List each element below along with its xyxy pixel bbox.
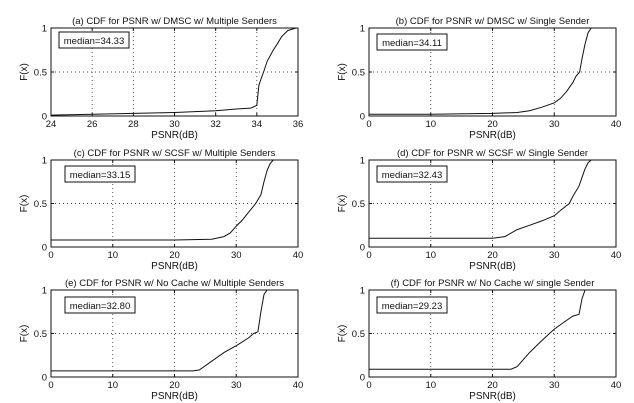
median-box [64, 165, 136, 183]
x-tick-label: 10 [107, 250, 118, 261]
x-tick-label: 30 [549, 380, 560, 391]
x-tick-label: 30 [231, 380, 242, 391]
x-axis-label: PSNR(dB) [151, 261, 198, 272]
x-tick-label: 30 [549, 119, 560, 130]
x-tick-label: 28 [128, 119, 139, 130]
median-box [58, 31, 130, 49]
x-tick-label: 20 [487, 380, 498, 391]
subplot-f: 0 10 20 30 40 0 0.5 1 (f) CDF for PSNR w/ No Cac… [337, 278, 621, 402]
x-tick-label: 26 [87, 119, 98, 130]
y-tick-label: 0.5 [352, 68, 365, 79]
subplot-e: 0 10 20 30 40 0 0.5 1 (e) CDF for PSNR w/ No Cac… [19, 278, 303, 402]
y-tick-label: 0 [360, 112, 365, 123]
x-tick-label: 30 [549, 250, 560, 261]
x-tick-label: 40 [293, 250, 304, 261]
y-axis-label: F(x) [19, 325, 30, 343]
cdf-line [50, 27, 297, 116]
median-box [376, 296, 448, 314]
x-tick-label: 0 [366, 119, 371, 130]
y-tick-label: 1 [42, 286, 47, 297]
x-tick-label: 20 [487, 119, 498, 130]
subplot-c: 0 10 20 30 40 0 0.5 1 (c) CDF for PSNR w/ SCSF w… [19, 148, 303, 272]
subplot-title: (b) CDF for PSNR w/ DMSC w/ Single Sende… [396, 16, 590, 27]
subplot-a: 24 26 28 30 32 34 36 0 0.5 1 (a) CDF for PSNR w/ D… [19, 16, 303, 141]
x-tick-label: 20 [487, 250, 498, 261]
subplot-title: (f) CDF for PSNR w/ No Cache w/ single S… [391, 278, 595, 289]
y-tick-label: 0 [360, 373, 365, 384]
x-axis-label: PSNR(dB) [469, 391, 516, 402]
y-axis-label: F(x) [19, 195, 30, 213]
median-label: median=33.15 [70, 170, 130, 181]
y-axis-label: F(x) [337, 325, 348, 343]
y-tick-label: 1 [360, 156, 365, 167]
x-tick-label: 10 [425, 380, 436, 391]
x-tick-label: 0 [48, 380, 53, 391]
x-tick-label: 0 [366, 380, 371, 391]
x-tick-label: 40 [611, 119, 622, 130]
x-tick-label: 40 [611, 380, 622, 391]
cdf-line [369, 289, 586, 370]
y-tick-label: 0 [42, 243, 47, 254]
cdf-line [369, 159, 592, 239]
x-tick-label: 40 [611, 250, 622, 261]
x-axis-label: PSNR(dB) [151, 391, 198, 402]
median-box [64, 296, 136, 314]
x-axis-label: PSNR(dB) [151, 130, 198, 141]
y-axis-label: F(x) [337, 195, 348, 213]
x-tick-label: 10 [425, 119, 436, 130]
subplot-title: (c) CDF for PSNR w/ SCSF w/ Multiple Sen… [74, 148, 276, 159]
y-tick-label: 0 [42, 373, 47, 384]
x-tick-label: 40 [293, 380, 304, 391]
subplot-title: (a) CDF for PSNR w/ DMSC w/ Multiple Sen… [72, 16, 277, 27]
median-label: median=32.80 [70, 301, 130, 312]
y-tick-label: 1 [42, 156, 47, 167]
median-box [376, 165, 448, 183]
x-tick-label: 20 [169, 250, 180, 261]
x-tick-label: 20 [169, 380, 180, 391]
x-tick-label: 30 [169, 119, 180, 130]
median-label: median=29.23 [382, 301, 442, 312]
y-tick-label: 1 [42, 24, 47, 35]
median-label: median=32.43 [382, 170, 442, 181]
x-tick-label: 36 [293, 119, 304, 130]
y-tick-label: 0 [42, 112, 47, 123]
y-tick-label: 1 [360, 24, 365, 35]
y-tick-label: 0.5 [34, 329, 47, 340]
y-axis-label: F(x) [337, 63, 348, 81]
median-label: median=34.33 [64, 36, 124, 47]
x-axis-label: PSNR(dB) [469, 130, 516, 141]
subplot-b: 0 10 20 30 40 0 0.5 1 (b) CDF for PSNR w/ DMSC w… [337, 16, 621, 141]
x-tick-label: 10 [107, 380, 118, 391]
x-tick-label: 0 [366, 250, 371, 261]
cdf-line [51, 289, 268, 372]
y-tick-label: 0.5 [352, 329, 365, 340]
subplot-d: 0 10 20 30 40 0 0.5 1 (d) CDF for PSNR w/ SCSF w… [337, 148, 621, 272]
subplot-title: (e) CDF for PSNR w/ No Cache w/ Multiple… [65, 278, 284, 289]
x-axis-label: PSNR(dB) [469, 261, 516, 272]
x-tick-label: 24 [46, 119, 57, 130]
y-tick-label: 0.5 [352, 199, 365, 210]
cdf-line [369, 27, 592, 115]
y-axis-label: F(x) [19, 63, 30, 81]
x-tick-label: 30 [231, 250, 242, 261]
x-tick-label: 0 [48, 250, 53, 261]
x-tick-label: 32 [210, 119, 221, 130]
cdf-line [51, 159, 274, 241]
y-tick-label: 0.5 [34, 68, 47, 79]
subplot-title: (d) CDF for PSNR w/ SCSF w/ Single Sende… [397, 148, 588, 159]
y-tick-label: 0.5 [34, 199, 47, 210]
median-label: median=34.11 [382, 38, 442, 49]
y-tick-label: 1 [360, 286, 365, 297]
median-box [376, 33, 448, 51]
x-tick-label: 34 [252, 119, 263, 130]
y-tick-label: 0 [360, 243, 365, 254]
x-tick-label: 10 [425, 250, 436, 261]
